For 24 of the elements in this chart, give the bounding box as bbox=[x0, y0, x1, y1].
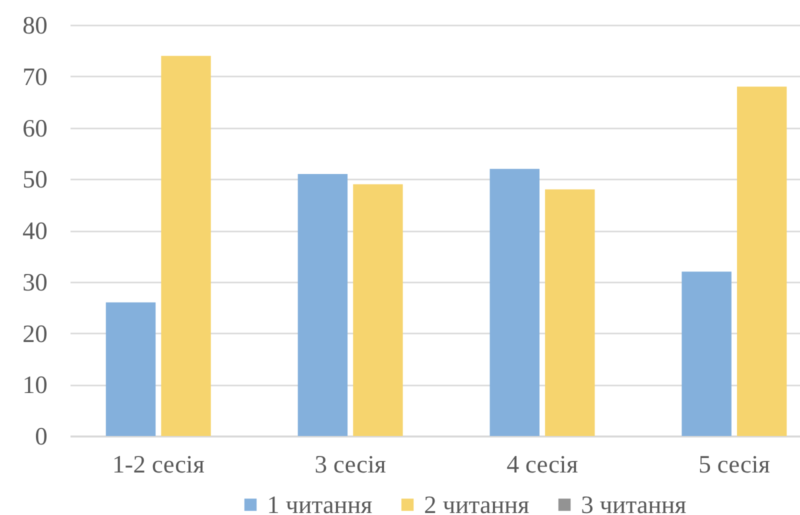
y-tick-label: 80 bbox=[22, 12, 48, 40]
legend-label: 3 читання bbox=[581, 492, 687, 515]
bar bbox=[682, 272, 732, 436]
x-tick-label: 1-2 сесія bbox=[112, 452, 205, 478]
bar bbox=[545, 189, 595, 436]
y-tick-label: 50 bbox=[22, 166, 48, 194]
y-tick-label: 20 bbox=[22, 320, 48, 348]
bar bbox=[490, 168, 540, 436]
bar bbox=[161, 56, 211, 436]
x-tick-label: 5 сесія bbox=[698, 452, 770, 478]
y-tick-label: 0 bbox=[35, 424, 48, 450]
bar bbox=[736, 86, 787, 436]
y-tick-label: 60 bbox=[22, 115, 48, 142]
legend-label: 2 читання bbox=[424, 492, 530, 515]
y-tick-label: 10 bbox=[22, 372, 48, 400]
x-tick-label: 3 сесія bbox=[314, 452, 387, 478]
y-tick-label: 70 bbox=[22, 64, 48, 91]
x-tick-label: 4 сесія bbox=[506, 452, 578, 478]
y-tick-label: 30 bbox=[22, 269, 48, 296]
bar bbox=[353, 184, 403, 436]
y-tick-label: 40 bbox=[22, 218, 48, 245]
bar bbox=[106, 302, 156, 436]
bar bbox=[298, 174, 348, 436]
legend-label: 1 читання bbox=[267, 492, 373, 515]
